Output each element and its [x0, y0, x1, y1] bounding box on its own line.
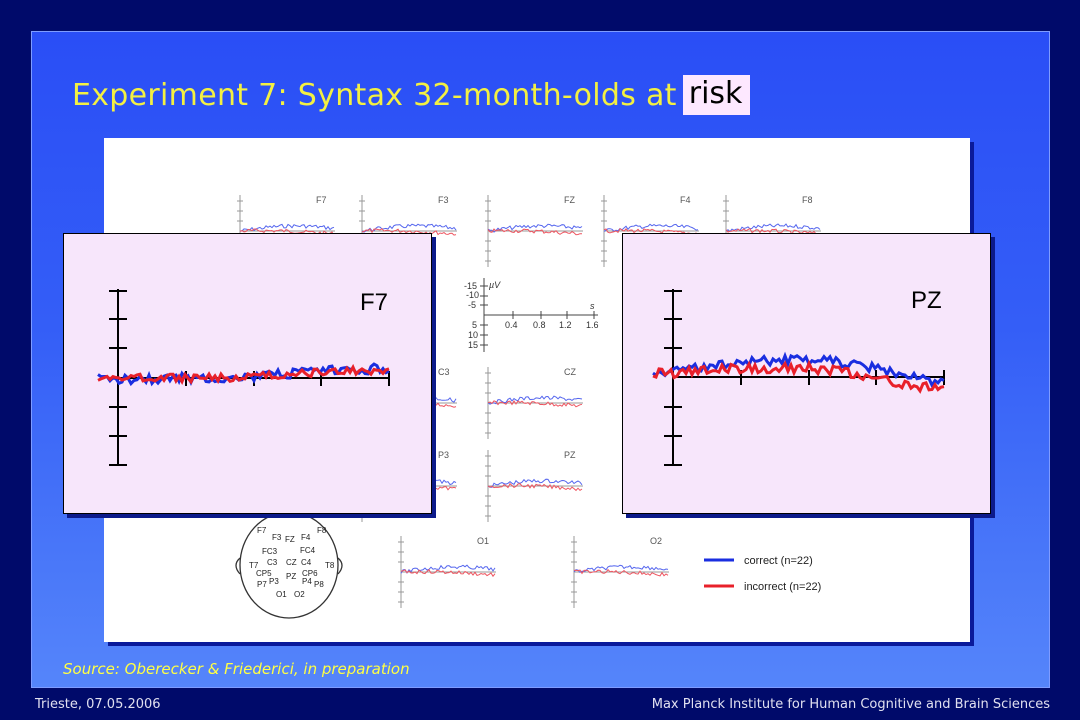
source-citation: Source: Oberecker & Friederici, in prepa…	[63, 660, 410, 678]
electrode-plot-o1: O1	[398, 536, 496, 608]
mini-trace-correct	[487, 478, 583, 488]
electrode-label: F7	[316, 195, 327, 205]
scale-tick-label: 1.2	[559, 320, 572, 330]
electrode-label: P3	[438, 450, 449, 460]
mini-trace-incorrect	[400, 568, 496, 578]
mini-trace-incorrect	[487, 400, 583, 408]
head-electrode-label: P4	[302, 577, 312, 586]
mini-trace-incorrect	[361, 228, 457, 236]
mini-trace-incorrect	[603, 228, 699, 236]
scale-tick-label: 0.8	[533, 320, 546, 330]
mini-trace-incorrect	[487, 482, 583, 492]
scale-tick-label: 0.4	[505, 320, 518, 330]
electrode-plot-pz: PZ	[485, 450, 583, 522]
mini-trace-incorrect	[725, 228, 821, 235]
head-electrode-label: O1	[276, 590, 287, 599]
mini-trace-correct	[400, 564, 496, 574]
scale-tick-label: -10	[466, 290, 479, 300]
zoom-panel-pz: PZ	[622, 233, 991, 514]
head-electrode-label: F8	[317, 526, 327, 535]
electrode-label: F3	[438, 195, 449, 205]
head-electrode-label: P8	[314, 580, 324, 589]
head-electrode-label: CP6	[302, 569, 318, 578]
electrode-plot-fz: FZ	[485, 195, 583, 267]
scale-tick-label: 10	[468, 330, 478, 340]
mini-trace-incorrect	[487, 228, 583, 236]
head-electrode-label: CZ	[286, 558, 297, 567]
legend: correct (n=22) incorrect (n=22)	[704, 555, 821, 593]
scale-unit: µV	[489, 280, 501, 290]
head-electrode-label: FC4	[300, 546, 316, 555]
head-electrode-label: O2	[294, 590, 305, 599]
zoom-label-f7: F7	[360, 289, 388, 316]
head-electrode-label: F7	[257, 526, 267, 535]
head-electrode-label: T7	[249, 561, 259, 570]
zoom-trace-incorrect	[97, 363, 390, 386]
head-electrode-label: P7	[257, 580, 267, 589]
electrode-label: PZ	[564, 450, 576, 460]
zoom-trace-incorrect	[652, 359, 945, 394]
mini-trace-correct	[573, 564, 669, 574]
scale-time-unit: s	[590, 301, 595, 311]
mini-trace-correct	[487, 223, 583, 233]
zoom-plot-f7: F7	[97, 289, 390, 466]
head-map: F7 F3 FZ F4 F8 FC3 FC4 T7 C3 CZ C4 T8 CP5 CP6 P7 P3 PZ P4…	[235, 504, 343, 619]
electrode-label: O2	[650, 536, 662, 546]
electrode-label: F8	[802, 195, 813, 205]
head-electrode-label: T8	[325, 561, 335, 570]
legend-label-incorrect: incorrect (n=22)	[744, 581, 821, 593]
electrode-label: O1	[477, 536, 489, 546]
scale-tick-label: 15	[468, 340, 478, 350]
scale-tick-label: 5	[472, 320, 477, 330]
zoom-plot-pz: PZ	[652, 287, 945, 466]
electrode-label: F4	[680, 195, 691, 205]
head-electrode-label: FZ	[285, 535, 295, 544]
electrode-plot-o2: O2	[571, 536, 669, 608]
footer-location-date: Trieste, 07.05.2006	[35, 697, 161, 712]
electrode-plot-f4: F4	[601, 195, 699, 267]
mini-trace-incorrect	[573, 568, 669, 577]
scale-tick-label: 1.6	[586, 320, 599, 330]
head-electrode-label: CP5	[256, 569, 272, 578]
mini-trace-correct	[725, 223, 821, 233]
head-electrode-label: FC3	[262, 547, 278, 556]
mini-trace-correct	[361, 223, 457, 233]
scale-tick-label: -15	[464, 281, 477, 291]
legend-label-correct: correct (n=22)	[744, 555, 813, 567]
electrode-label: CZ	[564, 367, 576, 377]
slide-title-text: Experiment 7: Syntax 32-month-olds at	[72, 77, 677, 113]
head-electrode-label: PZ	[286, 572, 296, 581]
head-electrode-label: C4	[301, 558, 312, 567]
head-electrode-label: P3	[269, 577, 279, 586]
zoom-panel-f7: F7	[63, 233, 432, 514]
footer-institute: Max Planck Institute for Human Cognitive…	[651, 697, 1050, 712]
head-electrode-label: C3	[267, 558, 278, 567]
head-electrode-label: F3	[272, 533, 282, 542]
zoom-trace-correct	[652, 351, 945, 389]
mini-trace-correct	[487, 395, 583, 405]
head-electrode-label: F4	[301, 533, 311, 542]
electrode-label: FZ	[564, 195, 575, 205]
scale-tick-label: -5	[468, 300, 476, 310]
slide-title: Experiment 7: Syntax 32-month-olds at ri…	[72, 73, 751, 117]
electrode-label: C3	[438, 367, 450, 377]
slide-title-highlight: risk	[682, 75, 751, 115]
scale-labels: -15 -10 -5 5 10 15 µV s 0.4 0.8 1.2 1.6	[464, 280, 599, 350]
electrode-plot-cz: CZ	[485, 367, 583, 439]
zoom-label-pz: PZ	[911, 287, 942, 314]
scale-bar	[480, 278, 598, 352]
